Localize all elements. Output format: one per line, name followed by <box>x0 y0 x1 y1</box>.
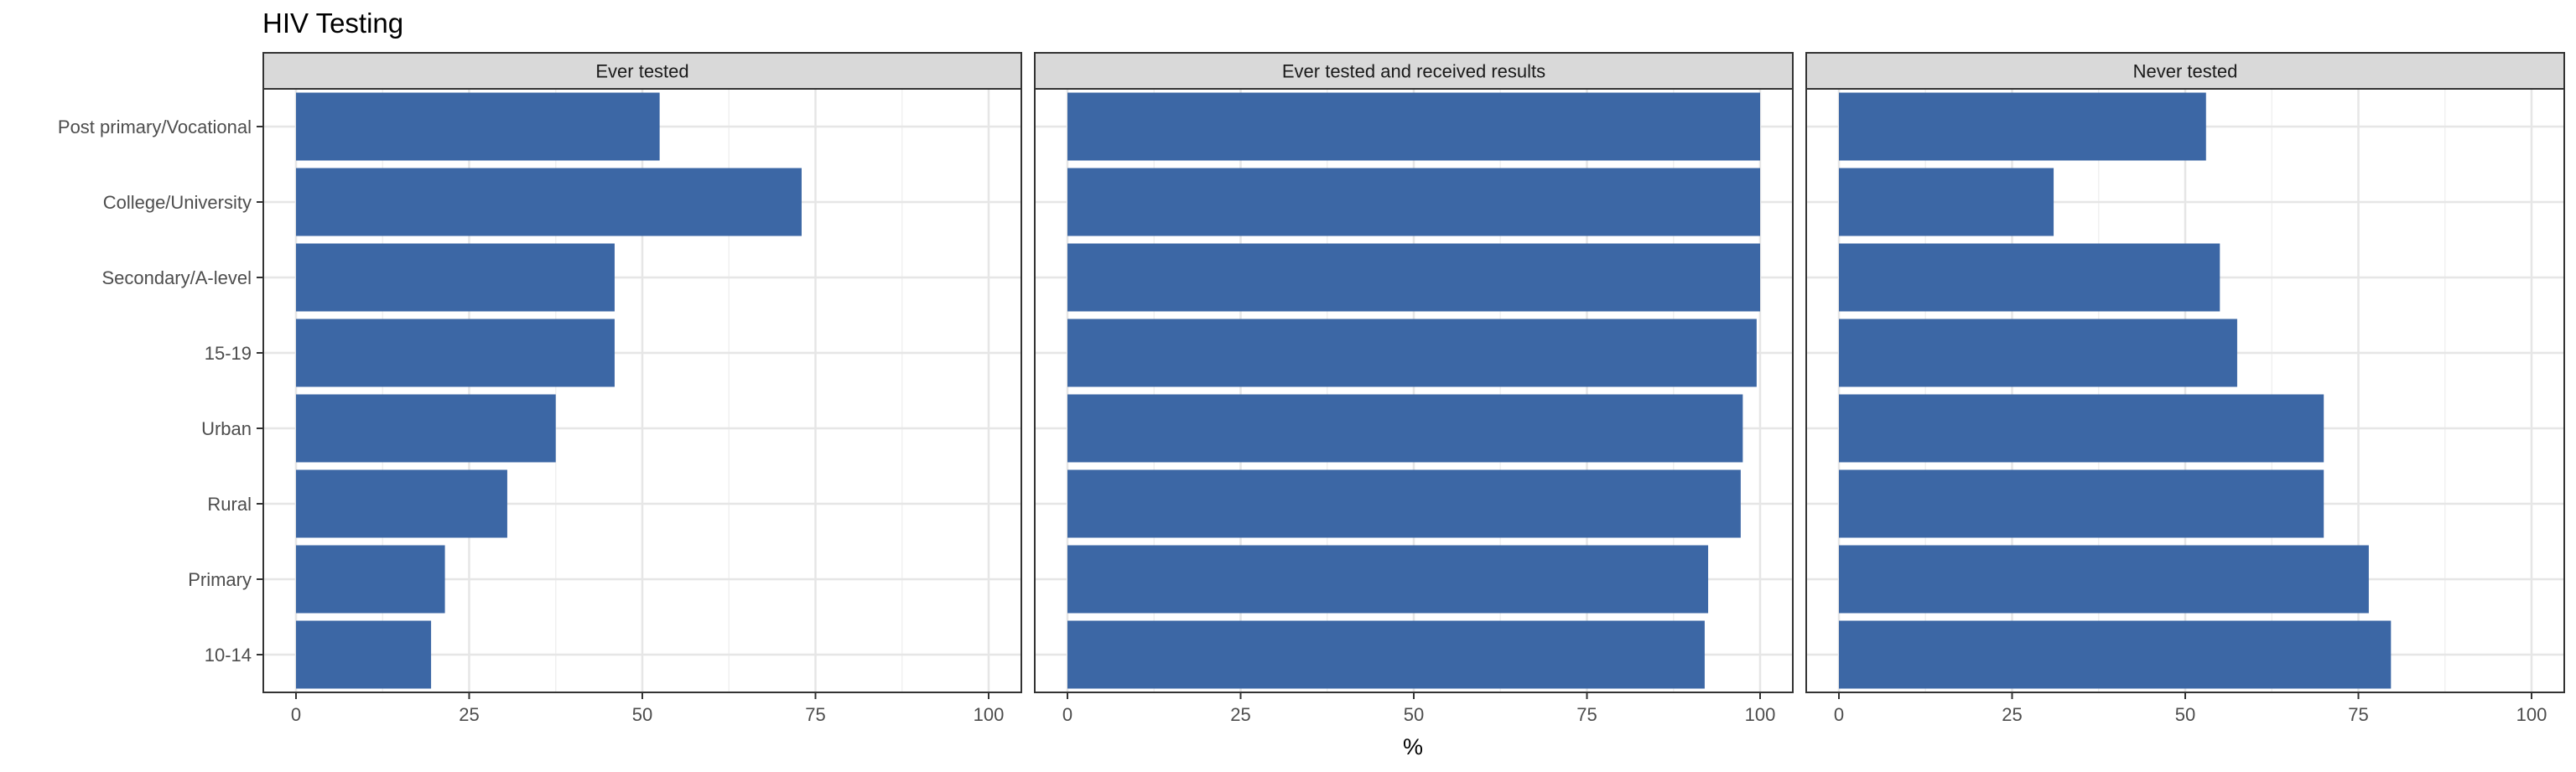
bar-15-19 <box>1839 319 2237 387</box>
facet-strip-label: Ever tested <box>595 61 688 82</box>
facet-strip <box>262 52 1022 90</box>
bar-post-primary-vocational <box>1839 92 2206 161</box>
bar-10-14 <box>296 620 432 689</box>
bar-10-14 <box>1839 620 2392 689</box>
bar-secondary-a-level <box>1839 243 2220 312</box>
y-tick-label-10-14: 10-14 <box>205 645 252 666</box>
bar-college-university <box>1067 168 1760 236</box>
x-axis-title: % <box>1403 734 1423 759</box>
bar-primary <box>1067 545 1709 614</box>
y-axis-labels: Post primary/Vocational College/Universit… <box>58 117 263 666</box>
x-tick-label: 50 <box>1404 704 1424 725</box>
bar-10-14 <box>1067 620 1705 689</box>
bar-secondary-a-level <box>1067 243 1760 312</box>
facet-strip <box>1805 52 2565 90</box>
bar-urban <box>1067 394 1743 463</box>
x-tick-label: 50 <box>2175 704 2195 725</box>
facet-strip-label: Never tested <box>2133 61 2238 82</box>
y-tick-label-secondary-a-level: Secondary/A-level <box>101 267 252 288</box>
x-tick-label: 0 <box>291 704 301 725</box>
x-tick-label: 75 <box>805 704 825 725</box>
panel-ever-tested: Ever tested 0 25 50 75 100 <box>262 52 1022 725</box>
x-tick-label: 25 <box>2002 704 2022 725</box>
y-tick-label-primary: Primary <box>188 569 252 590</box>
bar-rural <box>1067 469 1741 538</box>
x-tick-label: 25 <box>1230 704 1250 725</box>
x-tick-label: 75 <box>1576 704 1597 725</box>
chart-title: HIV Testing <box>262 8 404 39</box>
bar-15-19 <box>296 319 615 387</box>
y-tick-label-15-19: 15-19 <box>205 343 252 364</box>
x-tick-label: 25 <box>459 704 479 725</box>
bar-college-university <box>296 168 802 236</box>
bar-primary <box>1839 545 2369 614</box>
bar-rural <box>1839 469 2324 538</box>
panel-ever-tested-and-received-results: Ever tested and received results 0 25 50 75 1… <box>1034 52 1794 725</box>
facet-strip <box>1034 52 1794 90</box>
bar-15-19 <box>1067 319 1757 387</box>
bar-rural <box>296 469 507 538</box>
bar-urban <box>296 394 556 463</box>
x-tick-label: 0 <box>1834 704 1844 725</box>
x-tick-label: 100 <box>974 704 1005 725</box>
bar-urban <box>1839 394 2324 463</box>
x-tick-label: 100 <box>2516 704 2547 725</box>
panel-never-tested: Never tested 0 25 50 75 100 <box>1805 52 2565 725</box>
y-tick-label-rural: Rural <box>207 494 252 515</box>
y-tick-label-urban: Urban <box>201 418 252 439</box>
y-tick-label-post-primary-vocational: Post primary/Vocational <box>58 117 252 137</box>
bar-college-university <box>1839 168 2054 236</box>
y-tick-label-college-university: College/University <box>103 192 252 213</box>
bar-secondary-a-level <box>296 243 615 312</box>
bar-primary <box>296 545 445 614</box>
bar-post-primary-vocational <box>296 92 660 161</box>
x-tick-label: 75 <box>2348 704 2368 725</box>
x-tick-label: 0 <box>1062 704 1072 725</box>
bar-post-primary-vocational <box>1067 92 1760 161</box>
x-tick-label: 50 <box>632 704 652 725</box>
x-tick-label: 100 <box>1745 704 1776 725</box>
facet-strip-label: Ever tested and received results <box>1282 61 1545 82</box>
